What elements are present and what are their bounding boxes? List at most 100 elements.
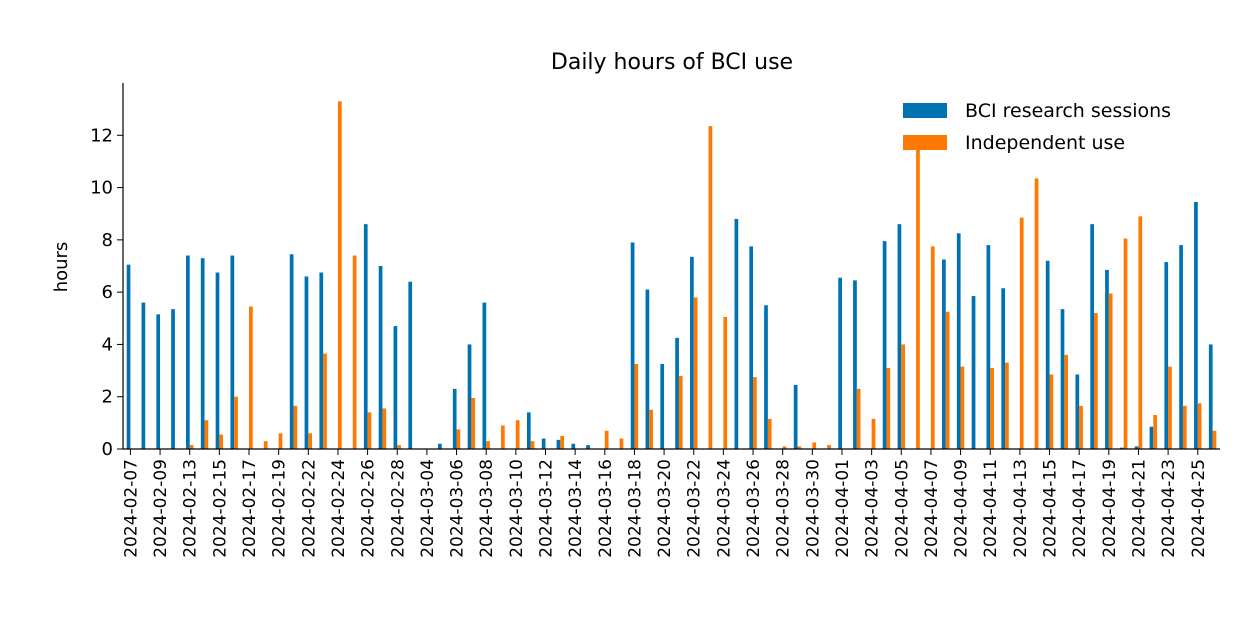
bar-research-2024-02-15 [215,272,220,449]
bar-independent-2024-03-08 [486,441,490,449]
bar-research-2024-02-12 [171,309,175,449]
x-tick-label: 2024-04-07 [922,459,942,558]
bar-research-2024-04-20 [1119,447,1124,449]
bar-independent-2024-03-19 [649,409,653,449]
x-tick-label: 2024-03-18 [625,459,645,558]
x-tick-label: 2024-03-12 [536,459,556,558]
bar-research-2024-03-07 [467,344,472,449]
bar-independent-2024-04-17 [1079,405,1083,449]
bar-independent-2024-02-13 [189,445,194,449]
x-tick-label: 2024-02-15 [210,459,230,558]
x-tick-label: 2024-04-09 [952,459,972,558]
bar-independent-2024-03-26 [753,377,757,449]
x-tick-label: 2024-02-26 [359,459,379,558]
x-tick-label: 2024-04-11 [981,459,1001,558]
bar-research-2024-04-21 [1134,446,1139,449]
x-tick-label: 2024-03-30 [803,459,823,558]
bar-research-2024-03-27 [764,305,768,449]
bar-independent-2024-04-22 [1153,415,1157,449]
bar-independent-2024-04-23 [1168,366,1172,449]
x-tick-label: 2024-03-16 [596,459,616,558]
bar-independent-2024-04-03 [871,418,876,449]
x-tick-label: 2024-03-28 [774,459,794,558]
bar-independent-2024-02-15 [219,434,224,449]
bar-independent-2024-03-11 [530,441,535,449]
y-axis: 0 2 4 6 8 10 12 [90,83,124,460]
bar-research-2024-04-04 [882,241,887,449]
bar-independent-2024-03-09 [501,425,505,449]
x-tick-label: 2024-04-19 [1100,459,1120,558]
bar-independent-2024-04-05 [901,344,905,449]
x-tick-label: 2024-03-26 [744,459,764,558]
bar-research-2024-04-15 [1045,260,1050,449]
bar-research-2024-04-11 [986,245,991,449]
bar-research-2024-02-09 [156,314,161,449]
x-tick-label: 2024-04-23 [1159,459,1179,558]
bar-research-2024-04-16 [1060,309,1065,449]
bar-research-2024-04-23 [1164,262,1169,449]
bar-independent-2024-04-25 [1197,403,1202,449]
y-tick-label: 12 [90,125,113,146]
x-tick-label: 2024-04-13 [1011,459,1031,558]
bar-independent-2024-03-29 [797,446,802,449]
bar-independent-2024-04-24 [1182,405,1187,449]
bar-research-2024-03-26 [749,246,754,449]
x-tick-label: 2024-02-07 [121,459,141,558]
legend-swatch [903,103,947,118]
bar-research-2024-02-21 [289,254,294,449]
bar-research-2024-04-18 [1090,224,1094,449]
bar-research-2024-03-13 [556,439,561,449]
bar-research-2024-02-27 [378,266,383,449]
bar-research-2024-03-18 [630,242,635,449]
bar-independent-2024-03-17 [619,438,624,449]
bar-independent-2024-03-16 [604,430,609,449]
legend-label: BCI research sessions [965,100,1171,122]
bar-research-2024-03-29 [793,384,798,449]
chart-title: Daily hours of BCI use [551,50,793,75]
bar-independent-2024-04-09 [960,366,965,449]
bar-research-2024-03-05 [438,443,442,449]
bar-independent-2024-03-21 [678,375,683,449]
bar-independent-2024-02-16 [234,396,238,449]
legend: BCI research sessions Independent use [903,100,1171,154]
bar-research-2024-03-22 [690,256,694,449]
x-tick-label: 2024-03-06 [448,459,468,558]
bar-independent-2024-04-13 [1019,217,1024,449]
y-tick-label: 0 [102,439,113,460]
x-tick-label: 2024-02-22 [299,459,319,558]
bar-research-2024-02-29 [408,281,413,449]
y-axis-label: hours [51,242,72,293]
bar-independent-2024-04-21 [1138,216,1143,449]
bar-independent-2024-04-08 [945,311,950,449]
bar-research-2024-03-25 [734,218,739,449]
bar-independent-2024-03-31 [827,445,831,449]
bar-research-2024-03-21 [675,337,679,449]
bar-independent-2024-04-02 [856,388,861,449]
x-tick-label: 2024-03-14 [566,459,586,558]
y-tick-label: 10 [90,178,113,199]
bar-independent-2024-03-23 [708,126,713,449]
bar-independent-2024-03-13 [560,435,565,449]
bar-independent-2024-04-12 [1005,362,1009,449]
bar-research-2024-02-23 [319,272,324,449]
x-tick-label: 2024-03-08 [477,459,497,558]
y-tick-label: 4 [102,334,113,355]
bar-research-2024-02-16 [230,255,235,449]
bar-research-2024-03-19 [645,289,650,449]
bar-research-2024-04-10 [971,296,976,449]
bar-independent-2024-02-17 [249,306,253,449]
bar-research-2024-04-08 [942,259,946,449]
bar-independent-2024-04-26 [1212,430,1217,449]
y-tick-label: 6 [102,282,113,303]
x-tick-label: 2024-02-17 [240,459,260,558]
bar-research-2024-03-12 [541,438,546,449]
bar-research-2024-03-08 [482,302,487,449]
x-tick-label: 2024-04-05 [892,459,912,558]
legend-label: Independent use [965,132,1125,154]
bar-independent-2024-04-14 [1034,178,1039,450]
bar-independent-2024-04-06 [916,144,920,449]
bar-independent-2024-02-19 [278,433,283,449]
bar-independent-2024-02-21 [293,405,298,449]
bar-research-2024-03-06 [452,388,457,449]
